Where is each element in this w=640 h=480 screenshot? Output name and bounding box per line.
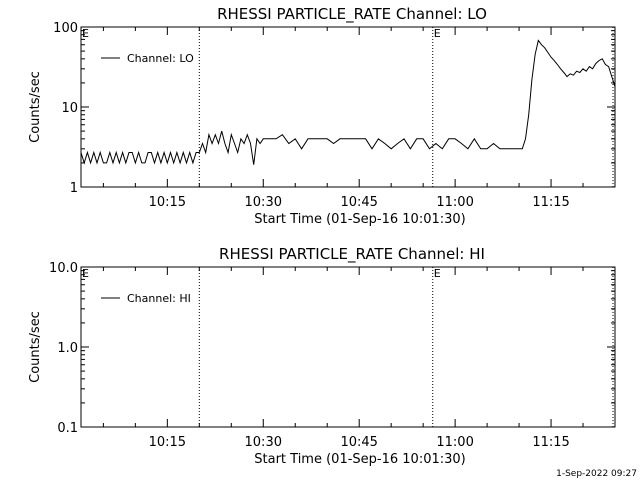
series-line [80,39,616,165]
legend-label: Channel: LO [127,52,194,65]
event-marker-label: E [434,27,441,40]
y-tick-label: 1.0 [57,341,78,356]
x-tick-label: 11:00 [436,435,473,450]
chart-panel-1: RHESSI PARTICLE_RATE Channel: LO 1 10 100 10… [28,5,616,227]
x-tick-label: 10:45 [340,195,377,210]
event-marker-label: E [82,267,89,280]
plot-frame [80,266,616,428]
x-axis-label: Start Time (01-Sep-16 10:01:30) [254,212,465,227]
x-tick-label: 10:45 [340,435,377,450]
x-tick-label: 10:30 [245,435,282,450]
x-tick-label: 10:15 [149,435,186,450]
x-tick-label: 10:30 [245,195,282,210]
x-tick-label: 11:15 [532,435,569,450]
legend-label: Channel: HI [127,292,191,305]
y-tick-label: 0.1 [57,421,78,436]
chart-title: RHESSI PARTICLE_RATE Channel: LO [217,5,487,24]
y-axis-label: Counts/sec [28,71,43,143]
chart-title: RHESSI PARTICLE_RATE Channel: HI [219,245,485,264]
event-marker-label: E [82,27,89,40]
y-axis-label: Counts/sec [28,311,43,383]
chart-panel-2: RHESSI PARTICLE_RATE Channel: HI 0.1 1.0 10… [28,245,616,467]
y-tick-label: 10.0 [49,261,78,276]
y-tick-label: 1 [70,181,78,196]
y-tick-label: 100 [53,21,78,36]
x-tick-label: 10:15 [149,195,186,210]
x-axis-label: Start Time (01-Sep-16 10:01:30) [254,452,465,467]
event-marker-label: E [434,267,441,280]
x-tick-label: 11:15 [532,195,569,210]
y-tick-label: 10 [61,101,78,116]
x-tick-label: 11:00 [436,195,473,210]
date-stamp: 1-Sep-2022 09:27 [556,469,637,479]
